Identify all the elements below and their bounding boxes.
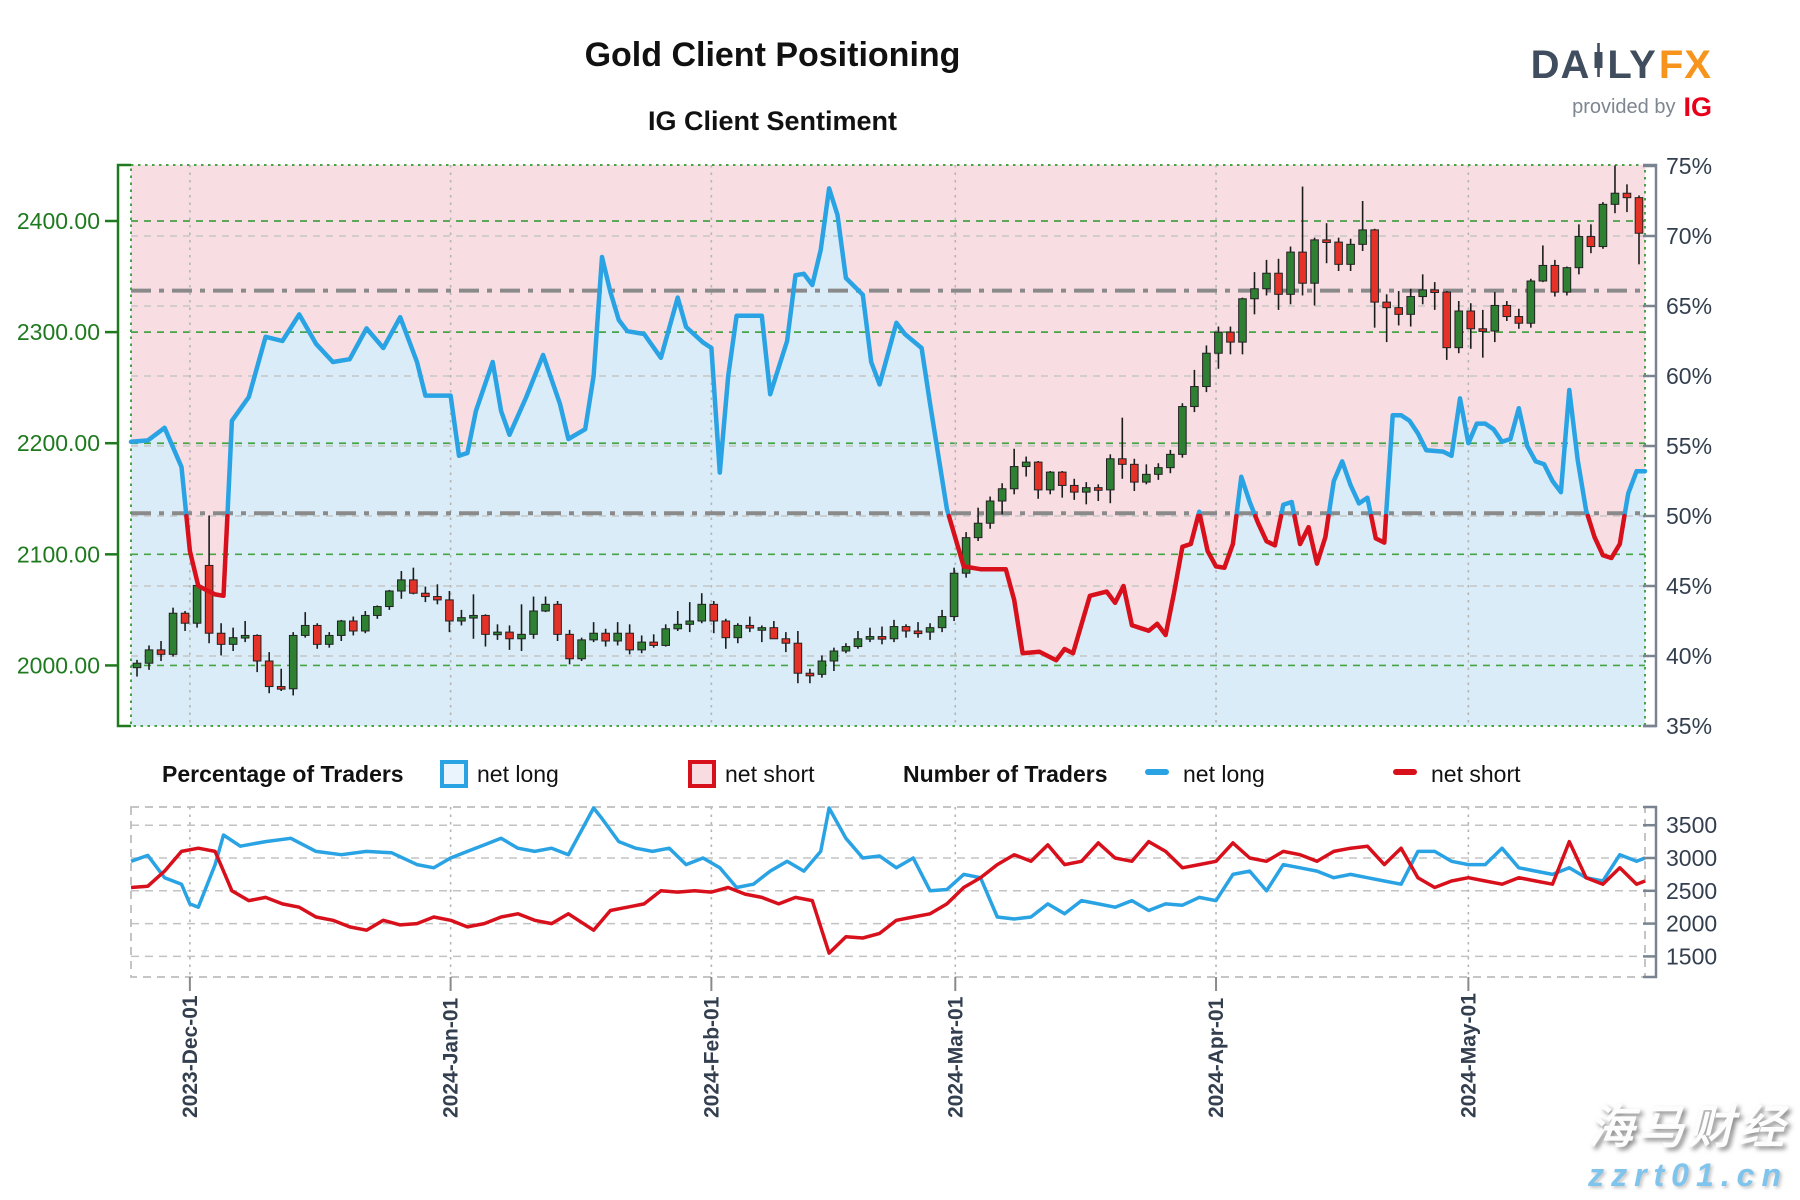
dailyfx-wordmark: DA LY FX	[1531, 42, 1712, 88]
svg-text:3000: 3000	[1666, 845, 1717, 871]
legend-net-long-label: net long	[477, 761, 559, 787]
svg-text:2500: 2500	[1666, 878, 1717, 904]
svg-text:60%: 60%	[1666, 363, 1712, 389]
svg-text:2024-Jan-01: 2024-Jan-01	[440, 997, 463, 1118]
svg-text:45%: 45%	[1666, 573, 1712, 599]
svg-text:2400.00: 2400.00	[17, 208, 100, 234]
logo-text-ly: LY	[1607, 42, 1657, 87]
legend-count-long-dash	[1145, 769, 1169, 775]
svg-text:2000: 2000	[1666, 911, 1717, 937]
svg-text:2024-Mar-01: 2024-Mar-01	[944, 996, 967, 1118]
dailyfx-logo: DA LY FX provided by IG	[1531, 42, 1712, 123]
page-title: Gold Client Positioning	[584, 36, 961, 74]
traders-long-line	[130, 806, 1646, 921]
date-axis: 2023-Dec-01 2024-Jan-01 2024-Feb-01 2024-Ma…	[179, 977, 1480, 1118]
svg-text:40%: 40%	[1666, 643, 1712, 669]
svg-text:1500: 1500	[1666, 943, 1717, 969]
watermark-site: zzrt01.cn	[1588, 1157, 1788, 1193]
svg-text:65%: 65%	[1666, 293, 1712, 319]
svg-text:50%: 50%	[1666, 503, 1712, 529]
svg-text:2100.00: 2100.00	[17, 541, 100, 567]
legend-number-title: Number of Traders	[903, 761, 1108, 787]
chart-subtitle: IG Client Sentiment	[647, 106, 898, 136]
svg-text:55%: 55%	[1666, 433, 1712, 459]
chart-legend: Percentage of Traders net long net short…	[0, 757, 1800, 799]
ig-logo: IG	[1683, 92, 1712, 122]
percent-axis: 35% 40% 45% 50% 55% 60% 65% 70% 75%	[1643, 153, 1712, 739]
svg-text:2024-Apr-01: 2024-Apr-01	[1205, 997, 1228, 1118]
logo-text-da: DA	[1530, 42, 1591, 87]
svg-text:70%: 70%	[1666, 223, 1712, 249]
logo-provided-by: provided by	[1572, 96, 1676, 118]
sentiment-line	[128, 186, 1648, 663]
svg-text:2024-May-01: 2024-May-01	[1457, 993, 1480, 1118]
candlestick-icon	[1592, 42, 1605, 88]
candlestick-series	[132, 165, 1644, 696]
legend-percentage-title: Percentage of Traders	[162, 761, 404, 787]
svg-text:2023-Dec-01: 2023-Dec-01	[179, 995, 202, 1118]
traders-short-line	[130, 839, 1646, 955]
svg-text:75%: 75%	[1666, 153, 1712, 179]
legend-count-short-label: net short	[1431, 761, 1521, 787]
logo-text-fx: FX	[1658, 42, 1712, 87]
legend-net-long-swatch	[440, 760, 468, 788]
svg-text:2300.00: 2300.00	[17, 319, 100, 345]
svg-text:2000.00: 2000.00	[17, 652, 100, 678]
price-axis: 2000.00 2100.00 2200.00 2300.00 2400.00	[17, 163, 131, 728]
watermark-name: 海马财经	[1588, 1101, 1788, 1153]
legend-net-short-swatch	[688, 760, 716, 788]
svg-text:2200.00: 2200.00	[17, 430, 100, 456]
legend-net-short-label: net short	[725, 761, 815, 787]
svg-text:35%: 35%	[1666, 713, 1712, 739]
svg-text:2024-Feb-01: 2024-Feb-01	[700, 996, 723, 1118]
legend-count-short-dash	[1393, 769, 1417, 775]
legend-count-long-label: net long	[1183, 761, 1265, 787]
number-of-traders-panel: 1500 2000 2500 3000 3500	[130, 805, 1717, 979]
watermark: 海马财经 zzrt01.cn	[1588, 1091, 1788, 1194]
svg-text:3500: 3500	[1666, 812, 1717, 838]
